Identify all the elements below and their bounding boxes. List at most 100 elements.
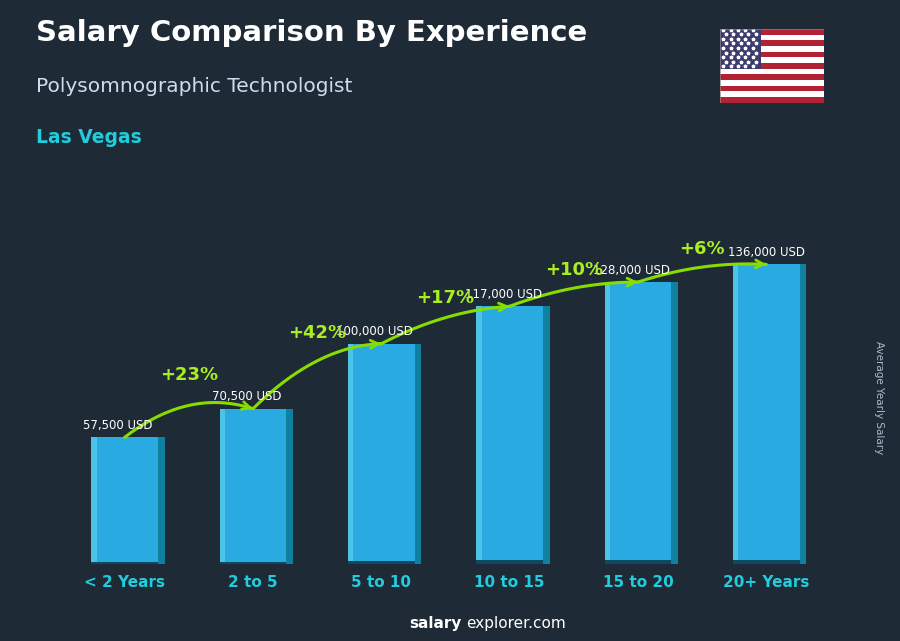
Bar xyxy=(0,38,900,51)
Bar xyxy=(720,69,824,74)
Bar xyxy=(476,306,482,564)
Bar xyxy=(0,192,900,205)
Bar xyxy=(0,590,900,603)
Bar xyxy=(0,115,900,128)
Bar xyxy=(0,256,900,269)
Bar xyxy=(0,410,900,423)
Bar xyxy=(605,282,610,564)
Bar xyxy=(0,628,900,641)
Bar xyxy=(0,333,900,346)
Text: +6%: +6% xyxy=(680,240,725,258)
Text: +17%: +17% xyxy=(417,289,474,307)
Bar xyxy=(0,359,900,372)
Bar xyxy=(0,513,900,526)
Bar xyxy=(0,436,900,449)
Bar xyxy=(720,46,824,51)
Bar xyxy=(720,85,824,91)
Bar xyxy=(0,564,900,577)
Bar xyxy=(605,560,671,564)
Bar xyxy=(0,423,900,436)
Bar xyxy=(0,397,900,410)
Bar xyxy=(605,282,671,564)
Bar xyxy=(91,562,158,564)
Bar xyxy=(0,218,900,231)
Bar xyxy=(0,13,900,26)
Bar xyxy=(720,51,824,57)
Text: Polysomnographic Technologist: Polysomnographic Technologist xyxy=(36,77,353,96)
Bar xyxy=(733,560,800,564)
Text: +23%: +23% xyxy=(159,367,218,385)
Text: Average Yearly Salary: Average Yearly Salary xyxy=(874,341,884,454)
Bar xyxy=(0,308,900,320)
Bar xyxy=(0,615,900,628)
Bar xyxy=(0,295,900,308)
Bar xyxy=(0,487,900,500)
Text: 57,500 USD: 57,500 USD xyxy=(84,419,153,432)
Bar xyxy=(800,264,806,564)
Bar xyxy=(0,538,900,551)
Bar xyxy=(720,91,824,97)
Bar xyxy=(0,103,900,115)
Text: +10%: +10% xyxy=(544,261,603,279)
Bar xyxy=(348,344,415,564)
Bar xyxy=(0,51,900,64)
Bar xyxy=(720,63,824,69)
Bar xyxy=(0,90,900,103)
Bar xyxy=(720,35,824,40)
Text: salary: salary xyxy=(410,617,462,631)
Text: Las Vegas: Las Vegas xyxy=(36,128,142,147)
Bar xyxy=(720,40,824,46)
Bar xyxy=(0,77,900,90)
Text: 117,000 USD: 117,000 USD xyxy=(464,288,542,301)
Bar xyxy=(0,346,900,359)
Bar xyxy=(0,167,900,179)
Bar xyxy=(0,500,900,513)
Bar xyxy=(0,269,900,282)
Bar xyxy=(0,372,900,385)
Bar xyxy=(0,0,900,13)
Bar xyxy=(543,306,550,564)
Bar xyxy=(158,437,165,564)
Bar xyxy=(0,244,900,256)
Bar xyxy=(476,560,543,564)
Bar xyxy=(0,551,900,564)
Bar xyxy=(286,409,293,564)
Bar xyxy=(91,437,96,564)
Bar xyxy=(220,409,225,564)
Bar xyxy=(0,141,900,154)
Bar xyxy=(720,80,824,85)
Bar xyxy=(0,577,900,590)
Bar xyxy=(733,264,738,564)
Bar xyxy=(476,306,543,564)
Text: 100,000 USD: 100,000 USD xyxy=(337,325,413,338)
Bar xyxy=(0,231,900,244)
Bar xyxy=(0,526,900,538)
Text: +42%: +42% xyxy=(288,324,346,342)
Bar xyxy=(0,205,900,218)
Bar xyxy=(720,74,824,80)
Bar xyxy=(0,462,900,474)
Bar xyxy=(720,57,824,63)
Text: explorer.com: explorer.com xyxy=(466,617,566,631)
Bar xyxy=(0,64,900,77)
Bar xyxy=(0,128,900,141)
Text: 128,000 USD: 128,000 USD xyxy=(593,263,670,276)
Bar xyxy=(220,562,286,564)
Bar xyxy=(0,385,900,397)
Bar xyxy=(0,282,900,295)
Bar xyxy=(348,561,415,564)
Bar xyxy=(0,154,900,167)
Bar xyxy=(220,409,286,564)
Bar xyxy=(0,320,900,333)
Bar xyxy=(348,344,354,564)
Bar xyxy=(0,603,900,615)
Bar xyxy=(415,344,421,564)
Bar xyxy=(720,29,824,35)
Bar xyxy=(671,282,678,564)
Bar xyxy=(720,97,824,103)
Text: Salary Comparison By Experience: Salary Comparison By Experience xyxy=(36,19,587,47)
Bar xyxy=(0,26,900,38)
Text: 70,500 USD: 70,500 USD xyxy=(212,390,282,403)
Bar xyxy=(0,449,900,462)
Bar xyxy=(0,179,900,192)
